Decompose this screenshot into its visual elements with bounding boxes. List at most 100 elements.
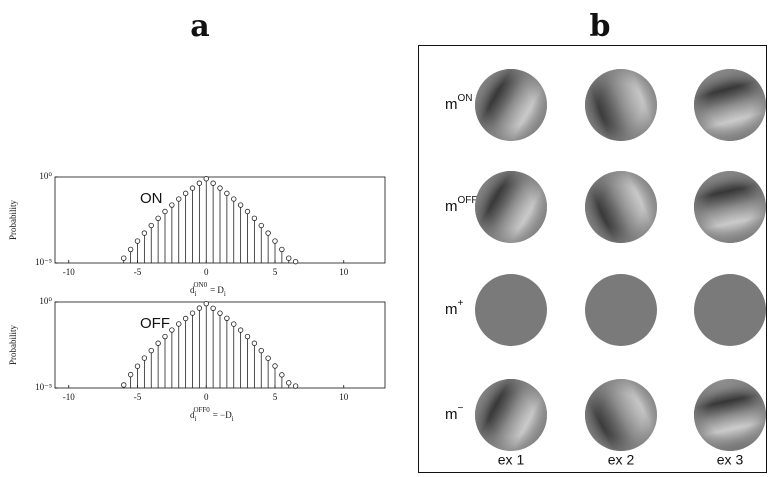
row-label-sup: ON bbox=[458, 93, 473, 104]
stem-marker bbox=[259, 348, 264, 353]
stem-marker bbox=[142, 231, 147, 236]
stem-marker bbox=[197, 181, 202, 186]
stem-marker bbox=[183, 191, 188, 196]
x-tick-label: 10 bbox=[339, 267, 349, 277]
stem-marker bbox=[197, 306, 202, 311]
stem-marker bbox=[183, 316, 188, 321]
stem-marker bbox=[286, 381, 291, 386]
receptive-field bbox=[475, 274, 547, 346]
x-tick-label: -10 bbox=[63, 267, 75, 277]
receptive-field bbox=[694, 274, 766, 346]
stem-marker bbox=[266, 231, 271, 236]
stem-marker bbox=[156, 216, 161, 221]
stem-marker bbox=[128, 372, 133, 377]
stem-marker bbox=[204, 176, 209, 181]
stem-marker bbox=[218, 186, 223, 191]
stem-marker bbox=[176, 197, 181, 202]
receptive-field-fade bbox=[585, 379, 657, 451]
stem-marker bbox=[238, 328, 243, 333]
stem-marker bbox=[135, 239, 140, 244]
stem-marker bbox=[266, 356, 271, 361]
stem-marker bbox=[121, 383, 126, 388]
stem-marker bbox=[245, 334, 250, 339]
stem-marker bbox=[135, 364, 140, 369]
row-label: m+ bbox=[445, 298, 464, 318]
row-label-base: m bbox=[445, 198, 458, 215]
y-axis-label: Probability bbox=[8, 325, 18, 365]
panel-label: a bbox=[190, 9, 209, 44]
stem-marker bbox=[204, 301, 209, 306]
x-axis-label-part: 0 bbox=[206, 406, 210, 414]
stem-marker bbox=[190, 311, 195, 316]
x-axis-label-part: 0 bbox=[204, 281, 208, 289]
stem-marker bbox=[190, 186, 195, 191]
stem-marker bbox=[280, 373, 285, 378]
stem-marker bbox=[218, 311, 223, 316]
stem-marker bbox=[273, 364, 278, 369]
x-tick-label: -10 bbox=[63, 392, 75, 402]
stem-marker bbox=[176, 322, 181, 327]
receptive-field-fade bbox=[475, 379, 547, 451]
row-label-sup: + bbox=[458, 298, 464, 309]
x-axis-label-part: i bbox=[224, 290, 226, 298]
stem-marker bbox=[286, 256, 291, 261]
stem-marker bbox=[238, 203, 243, 208]
column-label: ex 3 bbox=[717, 452, 744, 468]
x-tick-label: 0 bbox=[204, 267, 209, 277]
panel-label: b bbox=[590, 9, 611, 44]
stem-marker bbox=[293, 384, 298, 389]
x-tick-label: 5 bbox=[273, 392, 278, 402]
receptive-field bbox=[585, 274, 657, 346]
stem-marker bbox=[170, 203, 175, 208]
x-axis-label-part: = −D bbox=[213, 410, 232, 420]
x-axis-label-part: i bbox=[232, 415, 234, 423]
column-label: ex 2 bbox=[608, 452, 635, 468]
receptive-field-fade bbox=[585, 69, 657, 141]
stem-marker bbox=[170, 328, 175, 333]
stem-marker bbox=[149, 348, 154, 353]
stem-marker bbox=[225, 316, 230, 321]
receptive-field-fade bbox=[694, 171, 766, 243]
stem-marker bbox=[231, 197, 236, 202]
stem-marker bbox=[252, 341, 257, 346]
x-tick-label: 5 bbox=[273, 267, 278, 277]
stem-marker bbox=[211, 306, 216, 311]
column-label: ex 1 bbox=[498, 452, 525, 468]
row-label-base: m bbox=[445, 301, 458, 318]
row-label-base: m bbox=[445, 406, 458, 423]
stem-marker bbox=[149, 223, 154, 228]
row-label: mON bbox=[445, 93, 473, 113]
row-label-base: m bbox=[445, 96, 458, 113]
y-tick-label: 10⁻⁵ bbox=[35, 382, 52, 392]
x-axis-label: diON0= Di bbox=[190, 281, 226, 298]
stem-marker bbox=[128, 247, 133, 252]
annotation: ON bbox=[140, 190, 163, 207]
x-tick-label: -5 bbox=[134, 392, 142, 402]
y-tick-label: 10⁰ bbox=[39, 171, 52, 181]
stem-marker bbox=[225, 191, 230, 196]
stem-marker bbox=[163, 334, 168, 339]
receptive-field-fade bbox=[694, 69, 766, 141]
x-axis-label-part: ON bbox=[193, 281, 203, 289]
x-axis-label-part: i bbox=[195, 290, 197, 298]
x-tick-label: 10 bbox=[339, 392, 349, 402]
stem-marker bbox=[156, 341, 161, 346]
stem-marker bbox=[245, 209, 250, 214]
row-label-sup: − bbox=[458, 403, 464, 414]
stem-marker bbox=[259, 223, 264, 228]
receptive-field-fade bbox=[585, 171, 657, 243]
x-tick-label: 0 bbox=[204, 392, 209, 402]
y-tick-label: 10⁻⁵ bbox=[35, 257, 52, 267]
stem-marker bbox=[280, 247, 285, 252]
y-tick-label: 10⁰ bbox=[39, 296, 52, 306]
row-label: mOFF bbox=[445, 195, 478, 215]
row-label: m− bbox=[445, 403, 464, 423]
annotation: OFF bbox=[140, 315, 170, 332]
x-axis-label-part: = D bbox=[210, 285, 224, 295]
stem-marker bbox=[121, 256, 126, 261]
stem-marker bbox=[142, 356, 147, 361]
x-tick-label: -5 bbox=[134, 267, 142, 277]
stem-marker bbox=[293, 259, 298, 264]
stem-marker bbox=[211, 181, 216, 186]
stem-marker bbox=[231, 322, 236, 327]
